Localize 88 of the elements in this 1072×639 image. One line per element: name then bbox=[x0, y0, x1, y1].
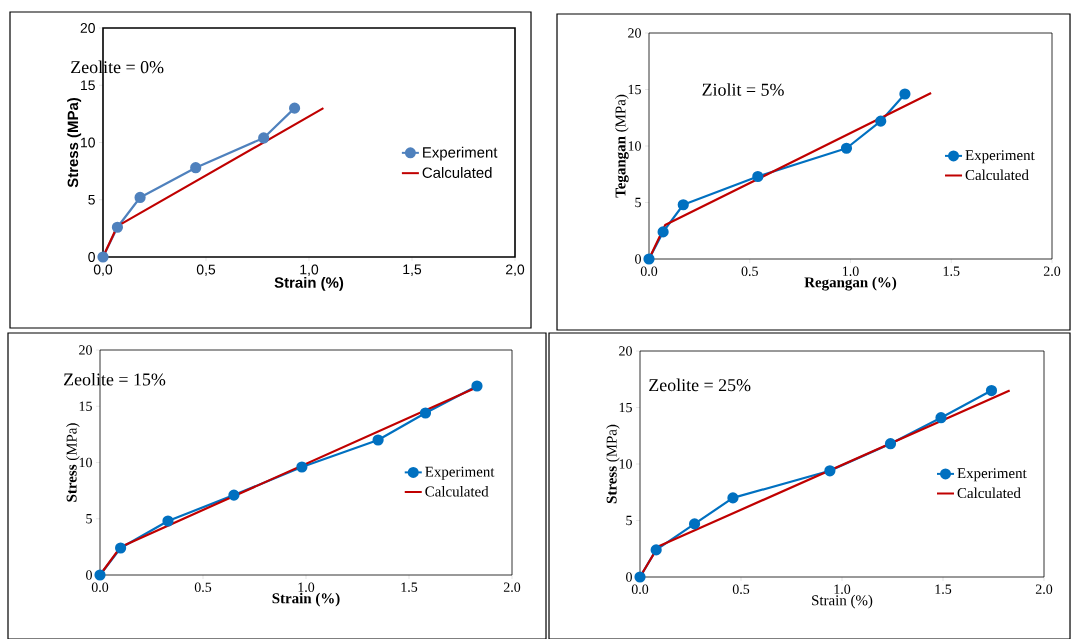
y-tick-label: 20 bbox=[79, 345, 92, 355]
x-axis-title: Strain (%) bbox=[274, 276, 344, 291]
point bbox=[884, 438, 897, 450]
x-axis-title: Strain (%) bbox=[812, 594, 873, 609]
annotation: Zeolite = 15% bbox=[63, 372, 166, 386]
y-tick-label: 10 bbox=[628, 141, 641, 151]
point bbox=[111, 221, 124, 233]
y-tick-label: 0 bbox=[635, 254, 641, 264]
point bbox=[899, 88, 911, 100]
point bbox=[372, 434, 384, 446]
y-tick-label: 0 bbox=[86, 570, 92, 580]
point bbox=[228, 489, 240, 501]
y-tick-label: 10 bbox=[81, 137, 95, 148]
y-tick-label: 0 bbox=[88, 252, 95, 262]
point bbox=[657, 226, 669, 238]
x-tick-label: 1,5 bbox=[403, 264, 422, 276]
y-axis-title: Stress (MPa) bbox=[606, 424, 620, 504]
x-tick-label: 2.0 bbox=[503, 582, 521, 593]
point bbox=[875, 115, 887, 127]
x-tick-label: 2.0 bbox=[1043, 266, 1061, 276]
point bbox=[296, 461, 308, 473]
y-tick-label: 10 bbox=[619, 459, 632, 469]
legend-label: Calculated bbox=[425, 486, 489, 497]
x-tick-label: 1,0 bbox=[300, 264, 319, 277]
point bbox=[985, 384, 998, 397]
point bbox=[190, 162, 202, 174]
x-tick-label: 1.0 bbox=[834, 584, 851, 595]
point bbox=[115, 542, 127, 554]
legend-label: Experiment bbox=[425, 466, 495, 480]
point bbox=[162, 515, 174, 527]
point bbox=[419, 407, 432, 419]
x-tick-label: 2.0 bbox=[1035, 584, 1053, 595]
y-tick-label: 5 bbox=[88, 194, 95, 205]
point bbox=[134, 191, 146, 204]
y-tick-label: 20 bbox=[628, 28, 641, 38]
y-axis-title: Stress (MPa) bbox=[67, 98, 82, 188]
y-tick-label: 15 bbox=[619, 402, 632, 413]
legend-label: Experiment bbox=[423, 146, 498, 161]
point bbox=[935, 412, 947, 424]
x-tick-label: 0,5 bbox=[196, 264, 216, 277]
x-tick-label: 0.0 bbox=[91, 582, 109, 593]
y-tick-label: 15 bbox=[81, 80, 95, 91]
point bbox=[94, 569, 106, 581]
point bbox=[824, 465, 836, 477]
legend-label: Experiment bbox=[965, 150, 1035, 164]
point bbox=[288, 102, 301, 114]
x-tick-label: 0,0 bbox=[93, 264, 113, 277]
y-tick-label: 10 bbox=[79, 457, 92, 468]
legend-label: Calculated bbox=[422, 167, 492, 178]
point bbox=[650, 544, 662, 556]
y-axis-title: Tegangan (MPa) bbox=[615, 94, 629, 198]
legend-label: Experiment bbox=[957, 468, 1027, 482]
x-tick-label: 1.5 bbox=[943, 266, 960, 276]
x-tick-label: 0.5 bbox=[732, 584, 750, 595]
x-tick-label: 2,0 bbox=[506, 264, 525, 277]
y-tick-label: 5 bbox=[635, 197, 641, 208]
legend-label: Calculated bbox=[957, 487, 1021, 499]
x-tick-label: 0.0 bbox=[631, 584, 649, 595]
y-axis-title: Stress (MPa) bbox=[66, 423, 80, 502]
y-tick-label: 5 bbox=[626, 515, 632, 526]
y-tick-label: 15 bbox=[79, 401, 92, 411]
x-tick-label: 1.5 bbox=[935, 584, 952, 594]
point bbox=[471, 380, 483, 392]
point bbox=[752, 170, 764, 183]
point bbox=[643, 253, 655, 265]
y-tick-label: 20 bbox=[619, 346, 632, 356]
point bbox=[727, 492, 739, 504]
point bbox=[97, 251, 109, 263]
y-tick-label: 5 bbox=[86, 514, 92, 524]
x-tick-label: 0.5 bbox=[194, 582, 212, 593]
annotation: Ziolit = 5% bbox=[702, 83, 784, 96]
y-tick-label: 0 bbox=[626, 572, 632, 582]
y-tick-label: 20 bbox=[80, 23, 95, 33]
point bbox=[677, 199, 689, 211]
x-tick-label: 1.0 bbox=[843, 266, 859, 276]
x-tick-label: 0.5 bbox=[741, 266, 758, 276]
legend-label: Calculated bbox=[965, 169, 1029, 181]
y-tick-label: 15 bbox=[628, 84, 641, 95]
x-axis-title: Strain (%) bbox=[272, 592, 340, 607]
annotation: Zeolite = 25% bbox=[649, 378, 751, 392]
x-tick-label: 1.0 bbox=[298, 582, 315, 593]
point bbox=[258, 132, 270, 144]
x-tick-label: 0.0 bbox=[640, 266, 658, 276]
point bbox=[840, 142, 853, 154]
x-axis-title: Regangan (%) bbox=[804, 276, 897, 291]
point bbox=[634, 571, 646, 583]
point bbox=[688, 518, 701, 530]
x-tick-label: 1.5 bbox=[401, 582, 418, 592]
